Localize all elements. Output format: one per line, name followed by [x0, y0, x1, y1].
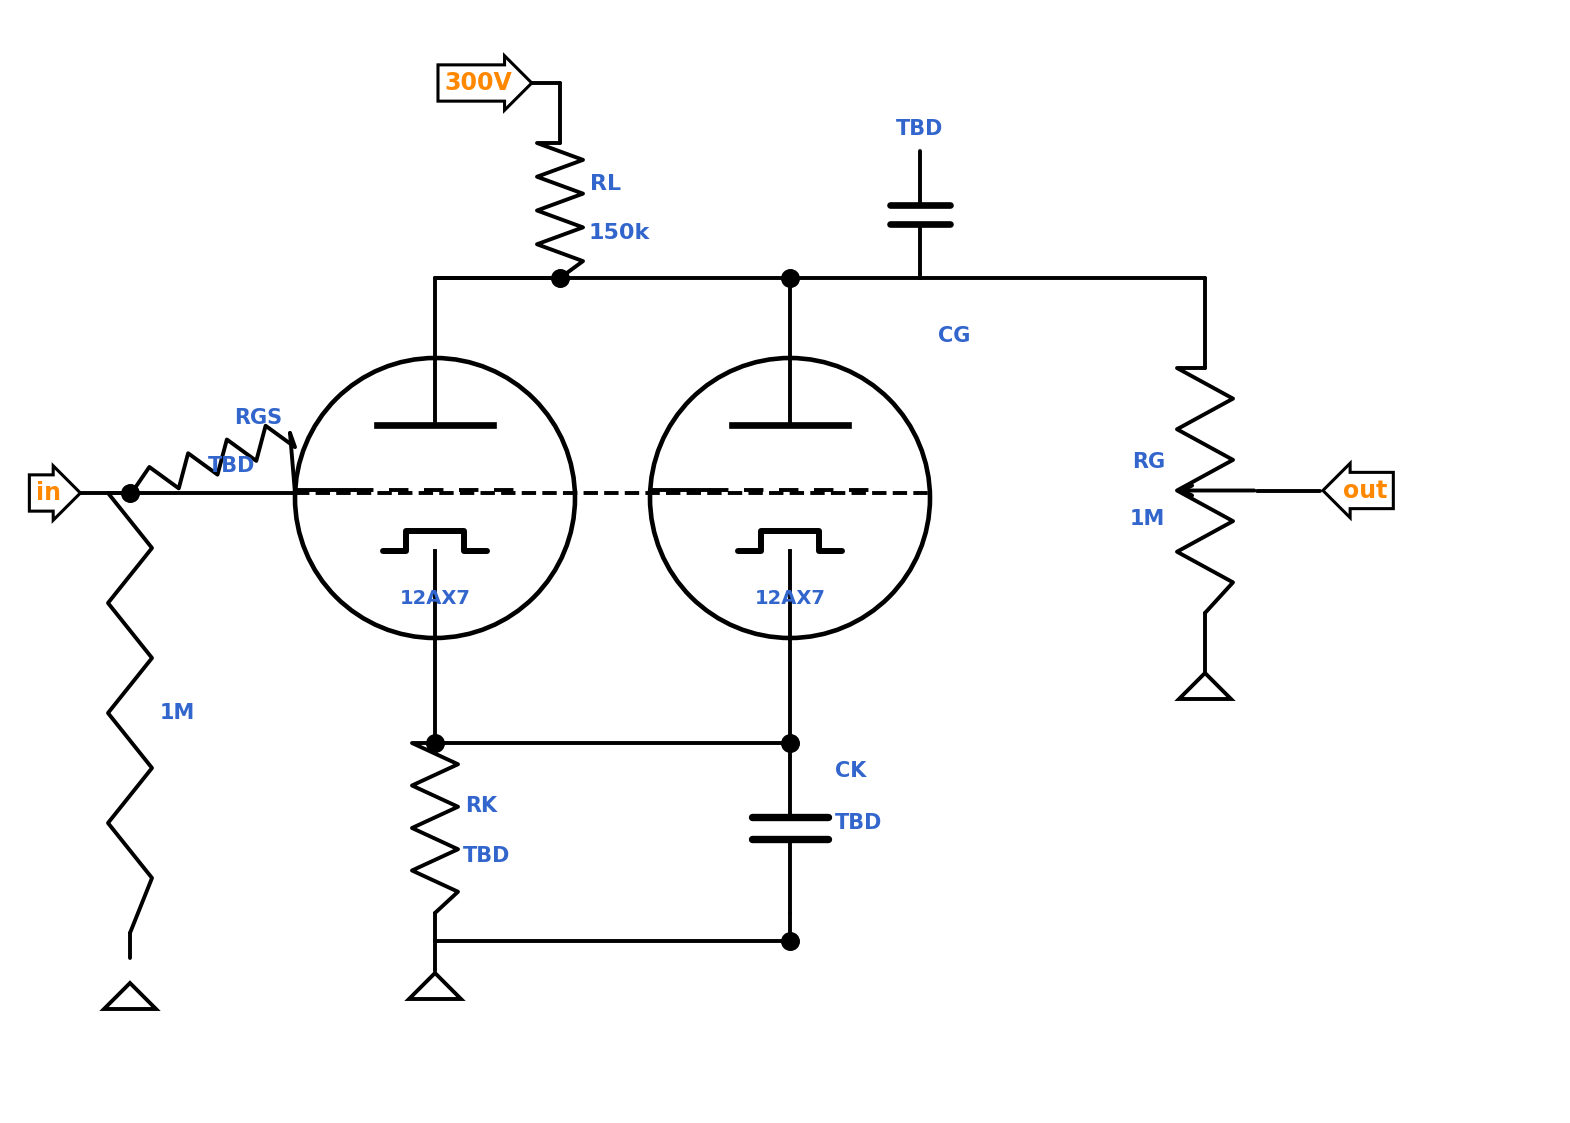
Point — [777, 932, 802, 950]
Text: RG: RG — [1132, 453, 1165, 473]
Text: TBD: TBD — [207, 456, 254, 475]
Text: out: out — [1342, 478, 1388, 502]
Text: CK: CK — [835, 761, 867, 780]
Text: TBD: TBD — [835, 813, 882, 833]
Text: TBD: TBD — [463, 846, 510, 866]
Text: CG: CG — [937, 326, 970, 346]
Text: 12AX7: 12AX7 — [399, 590, 471, 609]
Text: 12AX7: 12AX7 — [755, 590, 826, 609]
Point — [777, 270, 802, 287]
Text: TBD: TBD — [896, 119, 944, 139]
Point — [422, 734, 447, 752]
Text: 300V: 300V — [444, 71, 512, 95]
Point — [777, 734, 802, 752]
Text: 1M: 1M — [160, 703, 195, 723]
Text: RK: RK — [465, 796, 498, 816]
Text: RGS: RGS — [234, 409, 283, 429]
Text: RL: RL — [590, 173, 622, 193]
Text: 1M: 1M — [1130, 509, 1165, 529]
Text: in: in — [36, 481, 61, 505]
Point — [548, 270, 573, 287]
Text: 150k: 150k — [589, 222, 650, 243]
Point — [118, 484, 143, 502]
